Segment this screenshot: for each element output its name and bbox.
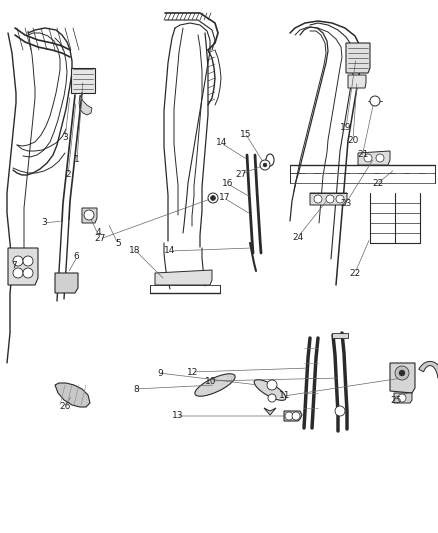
- Text: 10: 10: [205, 377, 216, 385]
- Circle shape: [84, 210, 94, 220]
- Polygon shape: [264, 408, 276, 415]
- Circle shape: [211, 196, 215, 200]
- Polygon shape: [346, 43, 370, 73]
- Polygon shape: [82, 208, 97, 223]
- Circle shape: [399, 370, 405, 376]
- Polygon shape: [195, 374, 235, 396]
- Text: 2: 2: [65, 171, 71, 179]
- Text: 20: 20: [347, 136, 359, 144]
- Circle shape: [23, 256, 33, 266]
- Polygon shape: [155, 270, 212, 285]
- Polygon shape: [310, 193, 347, 205]
- Text: 13: 13: [172, 411, 183, 420]
- Text: 17: 17: [219, 193, 230, 201]
- Text: 1: 1: [74, 156, 80, 164]
- Text: 3: 3: [62, 133, 68, 142]
- Circle shape: [260, 160, 270, 170]
- Text: 7: 7: [11, 261, 17, 270]
- Text: 18: 18: [129, 246, 141, 255]
- Polygon shape: [332, 333, 348, 338]
- Circle shape: [267, 380, 277, 390]
- Polygon shape: [254, 379, 286, 400]
- Text: 22: 22: [349, 269, 360, 278]
- Text: 5: 5: [115, 239, 121, 248]
- Circle shape: [314, 195, 322, 203]
- Circle shape: [208, 193, 218, 203]
- Text: 11: 11: [279, 391, 290, 400]
- Ellipse shape: [266, 154, 274, 166]
- Circle shape: [376, 154, 384, 162]
- Polygon shape: [8, 248, 38, 285]
- Circle shape: [23, 268, 33, 278]
- Circle shape: [336, 195, 344, 203]
- Circle shape: [398, 394, 406, 402]
- Text: 21: 21: [357, 150, 368, 159]
- Text: 9: 9: [157, 369, 163, 377]
- Circle shape: [13, 268, 23, 278]
- Text: 12: 12: [187, 368, 198, 376]
- Circle shape: [292, 412, 300, 420]
- Text: 26: 26: [59, 402, 71, 410]
- Circle shape: [263, 163, 267, 167]
- Text: 19: 19: [340, 124, 352, 132]
- Polygon shape: [348, 75, 366, 88]
- Circle shape: [335, 406, 345, 416]
- Circle shape: [268, 394, 276, 402]
- Polygon shape: [55, 383, 90, 407]
- Text: 8: 8: [133, 385, 139, 393]
- Text: 23: 23: [340, 199, 352, 208]
- Text: 25: 25: [391, 397, 402, 405]
- Polygon shape: [419, 361, 438, 378]
- Text: 4: 4: [96, 229, 101, 237]
- Polygon shape: [284, 411, 302, 421]
- Text: 27: 27: [236, 170, 247, 179]
- Text: 14: 14: [164, 246, 176, 255]
- Circle shape: [13, 256, 23, 266]
- Polygon shape: [358, 151, 390, 165]
- Polygon shape: [55, 273, 78, 293]
- Polygon shape: [71, 68, 95, 93]
- Circle shape: [395, 366, 409, 380]
- Circle shape: [285, 412, 293, 420]
- Circle shape: [364, 154, 372, 162]
- Polygon shape: [79, 95, 92, 115]
- Text: 3: 3: [41, 218, 47, 227]
- Text: 15: 15: [240, 130, 251, 139]
- Text: 14: 14: [216, 138, 227, 147]
- Text: 24: 24: [292, 233, 304, 241]
- Circle shape: [370, 96, 380, 106]
- Circle shape: [326, 195, 334, 203]
- Polygon shape: [390, 363, 415, 393]
- Text: 16: 16: [222, 180, 233, 188]
- Text: 22: 22: [372, 180, 383, 188]
- Polygon shape: [394, 393, 412, 403]
- Text: 6: 6: [74, 253, 80, 261]
- Text: 27: 27: [94, 235, 106, 243]
